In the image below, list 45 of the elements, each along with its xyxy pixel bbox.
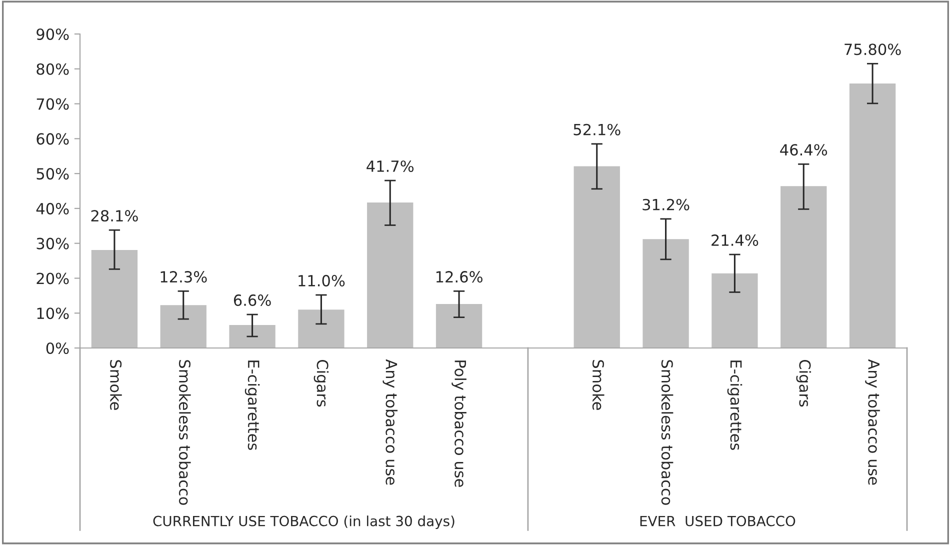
- y-tick-label: 90%: [36, 28, 69, 40]
- data-label: 28.1%: [91, 210, 138, 222]
- bar: [229, 324, 276, 348]
- data-label: 12.6%: [436, 271, 482, 283]
- y-tick-label: 0%: [46, 342, 69, 354]
- x-tick-label: Cigars: [796, 360, 812, 407]
- data-label: 52.1%: [574, 124, 620, 136]
- data-label: 46.4%: [780, 144, 828, 156]
- text: EVER USED TOBACCO: [640, 516, 796, 526]
- y-tick-label: 20%: [36, 272, 69, 284]
- data-label: 6.6%: [234, 294, 271, 306]
- y-tick-label: 70%: [36, 98, 69, 110]
- y-tick-label: 10%: [37, 308, 69, 320]
- data-label: 21.4%: [712, 234, 758, 246]
- y-tick-label: 80%: [36, 63, 69, 75]
- x-tick-label: Any tobacco use: [382, 359, 398, 485]
- bar: [849, 84, 896, 348]
- data-label: 75.80%: [844, 44, 901, 56]
- bar: [160, 305, 206, 348]
- x-tick-label: Smokeless tobacco: [178, 360, 191, 505]
- x-tick-label: Smoke: [592, 360, 604, 410]
- text: CURRENTLY USE TOBACCO (in last 30 days): [153, 516, 454, 529]
- x-tick-label: Poly tobacco use: [452, 360, 466, 487]
- x-tick-label: Any tobacco use: [865, 359, 880, 485]
- bar: [642, 239, 689, 348]
- bar: [574, 166, 620, 348]
- y-tick-label: 40%: [36, 202, 69, 214]
- bar: [436, 304, 482, 348]
- x-tick-label: E-cigarettes: [244, 360, 260, 450]
- bar: [367, 202, 414, 348]
- y-tick-label: 60%: [36, 133, 69, 145]
- bar: [712, 273, 758, 348]
- x-tick-label: E-cigarettes: [727, 360, 742, 450]
- y-tick-label: 50%: [36, 168, 69, 180]
- x-tick-label: Smokeless tobacco: [661, 360, 674, 505]
- bar: [298, 310, 344, 348]
- data-label: 41.7%: [366, 160, 414, 172]
- data-label: 11.0%: [298, 274, 345, 286]
- bar: [91, 250, 138, 348]
- x-tick-label: Smoke: [110, 360, 122, 410]
- data-label: 31.2%: [642, 198, 690, 210]
- y-tick-label: 30%: [36, 238, 69, 250]
- bar: [780, 186, 827, 348]
- x-tick-label: Cigars: [314, 360, 329, 407]
- data-label: 12.3%: [160, 271, 207, 283]
